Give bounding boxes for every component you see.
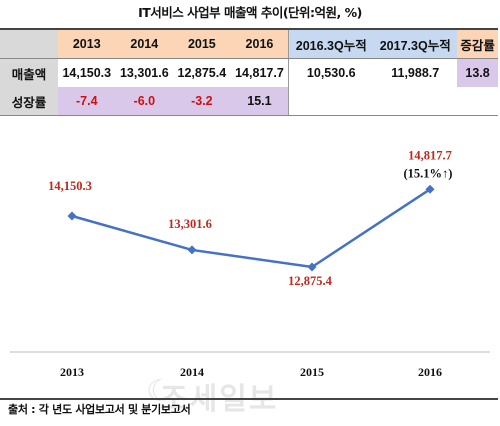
data-label: 13,301.6 — [168, 217, 212, 231]
data-table: 2013 2014 2015 2016 2016.3Q누적 2017.3Q누적 … — [0, 28, 498, 116]
header-2016-3q: 2016.3Q누적 — [288, 28, 374, 59]
table-cell: 13,301.6 — [119, 66, 169, 80]
header-change-rate: 증감률 — [457, 28, 498, 59]
watermark-logo-icon: ☾ — [146, 374, 173, 409]
data-label: 14,817.7 — [408, 148, 452, 162]
header-2015: 2015 — [173, 28, 231, 59]
table-corner-cell — [0, 28, 58, 59]
header-2017-3q: 2017.3Q누적 — [373, 28, 458, 59]
header-2014: 2014 — [115, 28, 174, 59]
data-point — [187, 245, 197, 255]
x-tick-label: 2016 — [418, 365, 442, 379]
table-header-row: 2013 2014 2015 2016 2016.3Q누적 2017.3Q누적 … — [0, 28, 498, 59]
source-note: 출처 : 각 년도 사업보고서 및 분기보고서 — [8, 403, 191, 416]
table-cell-change-rate: 13.8 — [457, 58, 498, 87]
growth-annotation: (15.1%↑) — [404, 166, 453, 180]
table-cell: 14,150.3 — [62, 66, 112, 80]
x-tick-label: 2013 — [60, 365, 84, 379]
table-cell: 12,875.4 — [177, 66, 227, 80]
header-2013: 2013 — [58, 28, 116, 59]
table-cell: 14,817.7 — [235, 66, 284, 80]
table-cell: 15.1 — [230, 87, 289, 116]
x-tick-label: 2014 — [180, 365, 204, 379]
table-row: 성장률 -7.4 -6.0 -3.2 15.1 — [0, 87, 498, 116]
divider — [0, 398, 498, 400]
x-tick-label: 2015 — [300, 365, 324, 379]
table-cell-empty — [373, 87, 458, 116]
line-chart: 14,150.3 13,301.6 12,875.4 14,817.7 (15.1%↑)… — [10, 148, 490, 379]
page-title: IT서비스 사업부 매출액 추이(단위:억원, %) — [138, 5, 362, 20]
header-2016: 2016 — [230, 28, 289, 59]
table-cell: -6.0 — [115, 87, 174, 116]
table-cell: -7.4 — [58, 87, 116, 116]
row-label-growth: 성장률 — [0, 87, 58, 116]
data-label: 12,875.4 — [288, 274, 333, 288]
table-cell-empty — [457, 87, 498, 116]
table-cell-empty — [288, 87, 374, 116]
table-row: 매출액 14,150.3 13,301.6 12,875.4 14,817.7 … — [0, 58, 498, 87]
row-label-revenue: 매출액 — [0, 58, 58, 87]
table-cell: 11,988.7 — [391, 66, 440, 80]
data-point — [425, 184, 435, 194]
series-line — [71, 188, 431, 269]
data-point — [67, 211, 77, 221]
data-point — [307, 262, 317, 272]
data-label: 14,150.3 — [48, 179, 92, 193]
table-cell: 10,530.6 — [288, 58, 374, 87]
table-cell: -3.2 — [173, 87, 231, 116]
